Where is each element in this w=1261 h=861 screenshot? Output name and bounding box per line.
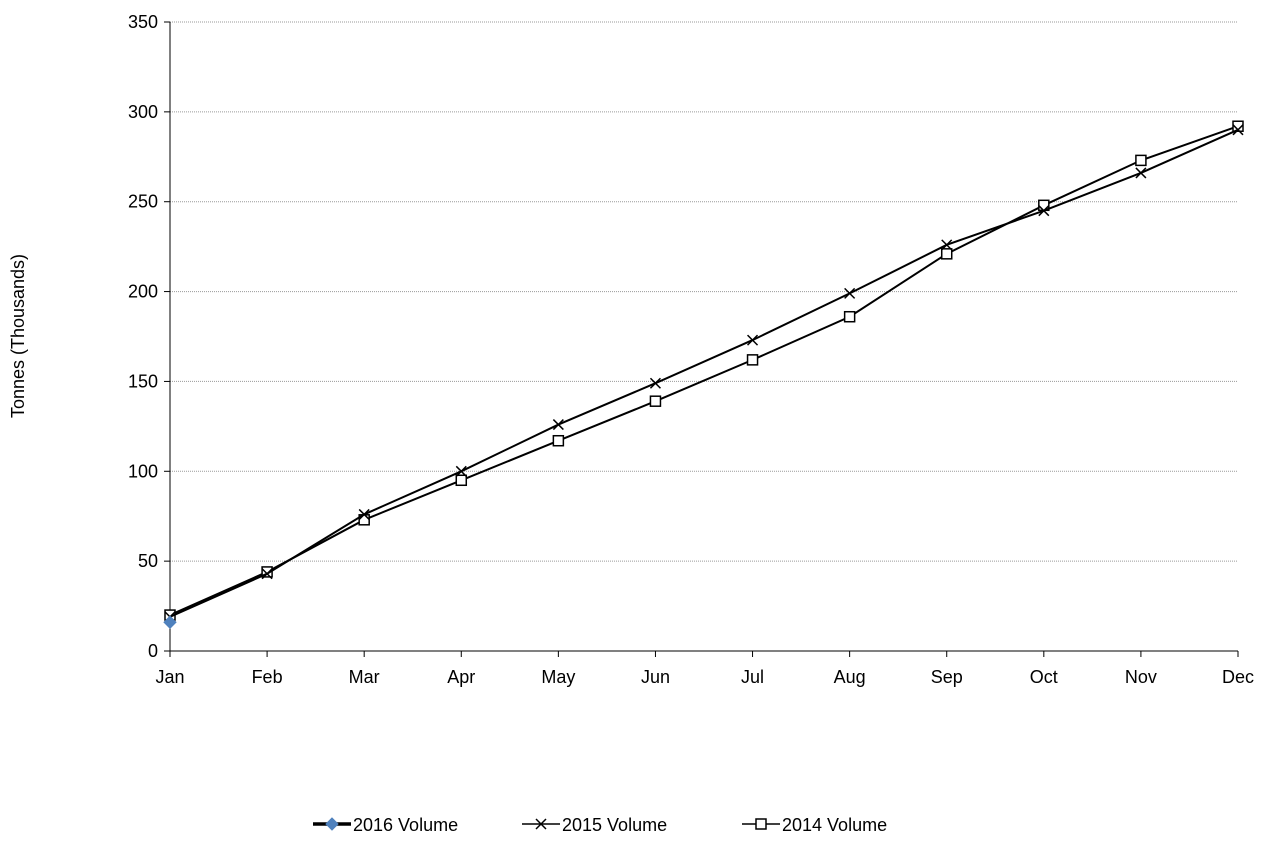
x-tick-label: Sep [931,667,963,687]
data-point [455,465,467,477]
legend-marker [325,817,339,831]
data-point [455,474,468,487]
y-tick-label: 150 [128,371,158,391]
legend-label: 2016 Volume [353,815,458,835]
y-tick-label: 200 [128,282,158,302]
legend: 2016 Volume 2015 Volume 2014 Volume [313,815,887,835]
x-tick-label: May [541,667,575,687]
y-tick-label: 300 [128,102,158,122]
x-tick-label: Dec [1222,667,1254,687]
legend-label: 2015 Volume [562,815,667,835]
data-point [747,334,759,346]
data-point [941,239,953,251]
series-2014-volume [164,120,1244,621]
x-tick-label: Jan [155,667,184,687]
data-point [1038,205,1050,217]
data-point [163,615,177,629]
data-point [1135,167,1147,179]
data-point [261,568,273,580]
data-point [649,377,661,389]
y-tick-label: 350 [128,12,158,32]
data-point [1135,154,1147,167]
legend-label: 2014 Volume [782,815,887,835]
series-2016-volume [163,615,177,629]
legend-entry: 2015 Volume [522,815,667,835]
data-point [552,419,564,431]
data-point [649,395,662,407]
x-tick-labels: Jan Feb Mar Apr May Jun Jul Aug Sep Oct Nov Dec [155,667,1254,687]
data-point [1232,120,1244,132]
legend-marker [535,818,547,830]
x-tick-label: Apr [447,667,475,687]
axes [164,21,1239,657]
x-tick-label: Nov [1125,667,1157,687]
x-tick-label: Mar [349,667,380,687]
legend-entry: 2014 Volume [742,815,887,835]
y-tick-label: 0 [148,641,158,661]
legend-entry: 2016 Volume [313,815,458,835]
series [163,120,1244,629]
y-tick-label: 100 [128,461,158,481]
data-point [358,508,370,520]
data-point [552,434,565,447]
series-2015-volume [164,124,1244,623]
legend-marker [755,818,767,830]
y-tick-label: 50 [138,551,158,571]
series-line [169,128,1239,618]
data-point [746,354,759,366]
x-tick-label: Aug [834,667,866,687]
x-tick-label: Jun [641,667,670,687]
y-tick-labels: 0 50 100 150 200 250 300 350 [128,12,158,661]
x-tick-label: Feb [252,667,283,687]
y-tick-label: 250 [128,192,158,212]
data-point [844,287,856,299]
y-axis-title: Tonnes (Thousands) [8,254,28,418]
data-point [1232,124,1244,136]
data-point [843,310,856,323]
series-line [169,125,1239,616]
data-point [940,248,953,260]
data-point [261,566,273,578]
x-tick-label: Oct [1030,667,1058,687]
x-tick-label: Jul [741,667,764,687]
gridlines [170,21,1238,562]
